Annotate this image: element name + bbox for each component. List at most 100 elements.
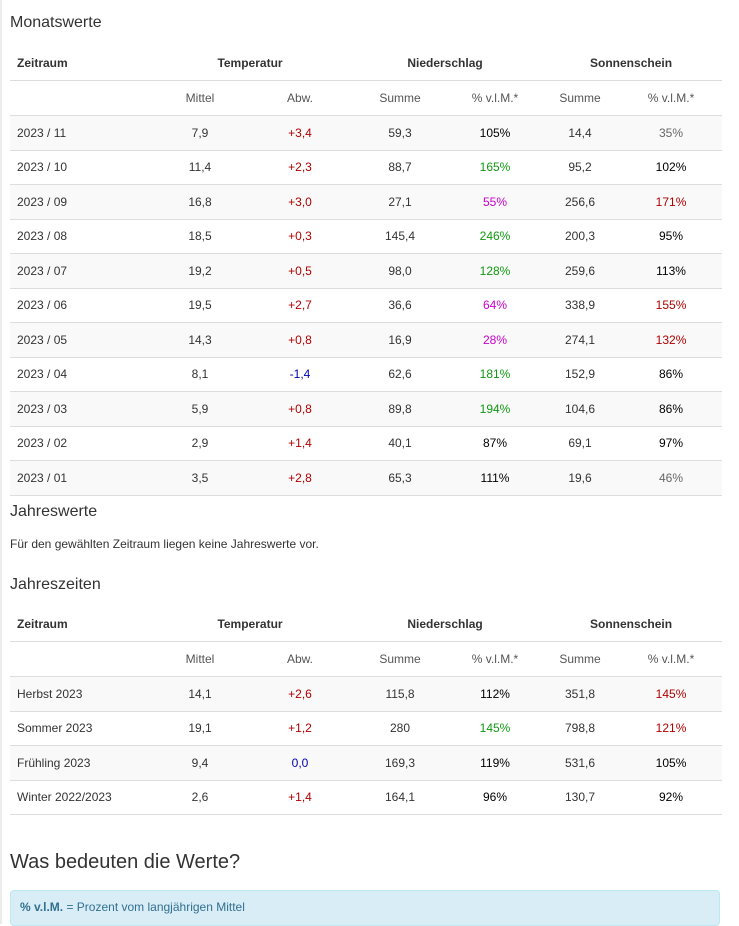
cell-sun-pct: 92% [620,780,723,815]
cell-temp-mean: 14,3 [150,322,250,358]
cell-sun-sum: 19,6 [540,460,621,496]
cell-temp-mean: 18,5 [150,219,250,254]
cell-period: 2023 / 09 [10,184,150,220]
seasons-title: Jahreszeiten [10,576,101,593]
cell-sun-sum: 259,6 [540,253,621,289]
cell-period: 2023 / 02 [10,426,150,461]
cell-sun-pct: 105% [620,745,723,781]
cell-temp-mean: 3,5 [150,460,250,496]
table-row: 2023 / 06 19,5 +2,7 36,6 64% 338,9 155% [10,288,723,323]
cell-precip-pct: 165% [450,150,541,185]
cell-sun-pct: 86% [620,357,723,392]
cell-sun-pct: 102% [620,150,723,185]
sub-deviation: Abw. [250,80,351,116]
cell-period: 2023 / 08 [10,219,150,254]
cell-sun-sum: 798,8 [540,711,621,746]
cell-temp-mean: 11,4 [150,150,250,185]
table-row: 2023 / 07 19,2 +0,5 98,0 128% 259,6 113% [10,253,723,289]
table-row: Winter 2022/2023 2,6 +1,4 164,1 96% 130,7 92% [10,780,723,815]
seasons-subheader-row: Mittel Abw. Summe % v.l.M.* Summe % v.l.… [10,641,723,677]
cell-temp-deviation: +0,5 [250,253,351,289]
cell-temp-mean: 19,5 [150,288,250,323]
col-precipitation: Niederschlag [350,46,541,81]
explanation-title: Was bedeuten die Werte? [10,851,241,873]
cell-temp-deviation: +3,0 [250,184,351,220]
cell-sun-sum: 104,6 [540,391,621,427]
sub-precip-pct-link[interactable]: % v.l.M.* [450,641,541,677]
sub-precip-sum: Summe [350,641,451,677]
cell-sun-pct: 155% [620,288,723,323]
cell-period: 2023 / 01 [10,460,150,496]
sub-empty [10,641,150,677]
cell-precip-sum: 27,1 [350,184,451,220]
seasons-section: Zeitraum Temperatur Niederschlag Sonnens… [10,607,723,815]
col-period: Zeitraum [10,607,150,642]
table-row: 2023 / 05 14,3 +0,8 16,9 28% 274,1 132% [10,322,723,358]
col-sunshine: Sonnenschein [540,46,723,81]
cell-precip-pct: 145% [450,711,541,746]
table-row: Sommer 2023 19,1 +1,2 280 145% 798,8 121% [10,711,723,746]
table-row: 2023 / 09 16,8 +3,0 27,1 55% 256,6 171% [10,184,723,220]
cell-temp-deviation: +1,4 [250,426,351,461]
cell-sun-sum: 95,2 [540,150,621,185]
seasons-header-row: Zeitraum Temperatur Niederschlag Sonnens… [10,607,723,642]
cell-temp-deviation: +1,4 [250,780,351,815]
cell-sun-sum: 531,6 [540,745,621,781]
cell-precip-pct: 194% [450,391,541,427]
info-box: % v.l.M. = Prozent vom langjährigen Mitt… [10,890,720,926]
cell-sun-pct: 171% [620,184,723,220]
sub-precip-sum: Summe [350,80,451,116]
cell-temp-deviation: +0,3 [250,219,351,254]
info-text: = Prozent vom langjährigen Mittel [63,900,245,914]
col-sunshine: Sonnenschein [540,607,723,642]
cell-period: 2023 / 10 [10,150,150,185]
table-row: 2023 / 01 3,5 +2,8 65,3 111% 19,6 46% [10,460,723,496]
cell-temp-deviation: +2,6 [250,676,351,712]
cell-period: Winter 2022/2023 [10,780,150,815]
cell-precip-sum: 280 [350,711,451,746]
monthly-section: Zeitraum Temperatur Niederschlag Sonnens… [10,46,723,496]
yearly-title: Jahreswerte [10,503,98,520]
cell-precip-pct: 128% [450,253,541,289]
cell-period: 2023 / 11 [10,115,150,151]
monthly-table: Zeitraum Temperatur Niederschlag Sonnens… [10,46,723,496]
cell-temp-deviation: +2,8 [250,460,351,496]
cell-sun-pct: 95% [620,219,723,254]
table-row: 2023 / 11 7,9 +3,4 59,3 105% 14,4 35% [10,115,723,151]
cell-sun-pct: 86% [620,391,723,427]
cell-temp-deviation: -1,4 [250,357,351,392]
sub-sun-pct-link[interactable]: % v.l.M.* [620,641,723,677]
cell-sun-pct: 46% [620,460,723,496]
monthly-subheader-row: Mittel Abw. Summe % v.l.M.* Summe % v.l.… [10,80,723,116]
cell-temp-mean: 16,8 [150,184,250,220]
info-abbr: % v.l.M. [20,900,64,914]
sub-empty [10,80,150,116]
cell-temp-mean: 8,1 [150,357,250,392]
cell-temp-deviation: 0,0 [250,745,351,781]
cell-precip-sum: 169,3 [350,745,451,781]
sub-mean: Mittel [150,641,250,677]
cell-period: 2023 / 07 [10,253,150,289]
cell-temp-mean: 2,9 [150,426,250,461]
cell-sun-sum: 274,1 [540,322,621,358]
sub-precip-pct-link[interactable]: % v.l.M.* [450,80,541,116]
seasons-table: Zeitraum Temperatur Niederschlag Sonnens… [10,607,723,815]
cell-precip-pct: 111% [450,460,541,496]
table-row: 2023 / 04 8,1 -1,4 62,6 181% 152,9 86% [10,357,723,392]
cell-sun-sum: 69,1 [540,426,621,461]
sub-sun-sum: Summe [540,641,621,677]
cell-period: 2023 / 04 [10,357,150,392]
cell-precip-pct: 112% [450,676,541,712]
cell-sun-sum: 338,9 [540,288,621,323]
cell-temp-mean: 2,6 [150,780,250,815]
left-border [0,0,2,924]
table-row: 2023 / 02 2,9 +1,4 40,1 87% 69,1 97% [10,426,723,461]
cell-precip-pct: 87% [450,426,541,461]
cell-sun-sum: 200,3 [540,219,621,254]
cell-precip-pct: 96% [450,780,541,815]
cell-temp-deviation: +1,2 [250,711,351,746]
sub-sun-pct-link[interactable]: % v.l.M.* [620,80,723,116]
cell-sun-pct: 35% [620,115,723,151]
cell-precip-sum: 145,4 [350,219,451,254]
cell-precip-pct: 55% [450,184,541,220]
